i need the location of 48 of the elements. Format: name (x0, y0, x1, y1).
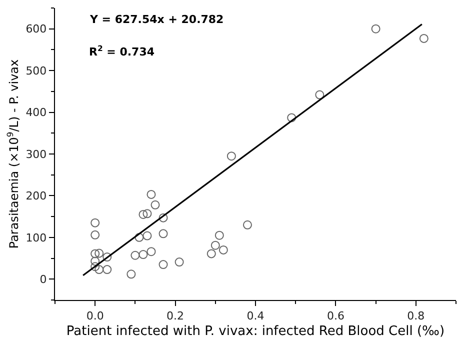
point (90, 256, 100, 266)
y-tick-label: 100 (26, 231, 47, 244)
x-tick-label: 0.0 (86, 309, 104, 322)
point (94, 265, 104, 274)
point (242, 220, 252, 230)
x-tick-label: 0.4 (246, 309, 264, 322)
y-tick-label: 200 (26, 190, 47, 203)
annotation: Y = 627.54x + 20.782 (89, 13, 224, 26)
point (146, 190, 156, 199)
point (90, 262, 100, 272)
point (174, 258, 184, 267)
point (90, 218, 100, 228)
point (315, 90, 324, 100)
point (138, 210, 148, 219)
x-tick-label: 0.2 (166, 309, 184, 322)
point (142, 209, 152, 218)
point (142, 231, 152, 240)
y-tick-label: 0 (40, 272, 47, 286)
point (146, 247, 156, 256)
point (371, 24, 380, 34)
point (134, 232, 144, 242)
point (158, 260, 168, 270)
point (158, 229, 168, 238)
point (287, 113, 296, 122)
point (102, 252, 112, 262)
point (94, 248, 104, 258)
y-tick-label: 600 (26, 22, 47, 36)
point (90, 249, 100, 258)
y-tick-label: 500 (26, 64, 47, 78)
point (138, 250, 148, 260)
point (218, 245, 228, 254)
point (226, 152, 236, 161)
point (158, 213, 168, 222)
y-tick-label: 300 (26, 148, 47, 161)
point (102, 265, 112, 274)
point (214, 230, 224, 240)
point (206, 249, 216, 258)
x-tick-label: 0.8 (407, 309, 425, 322)
point (210, 240, 220, 250)
x-tick-label: 0.6 (326, 309, 344, 322)
point (419, 34, 428, 43)
point (126, 270, 136, 279)
point (130, 250, 140, 260)
x-axis-title: Patient infected with P. vivax: infected Red Blood Cell (‰) (66, 324, 445, 339)
y-tick-label: 400 (26, 106, 47, 120)
point (90, 230, 100, 240)
annotation: R$^{2}$ = 0.734 (89, 44, 155, 59)
point (150, 200, 160, 210)
